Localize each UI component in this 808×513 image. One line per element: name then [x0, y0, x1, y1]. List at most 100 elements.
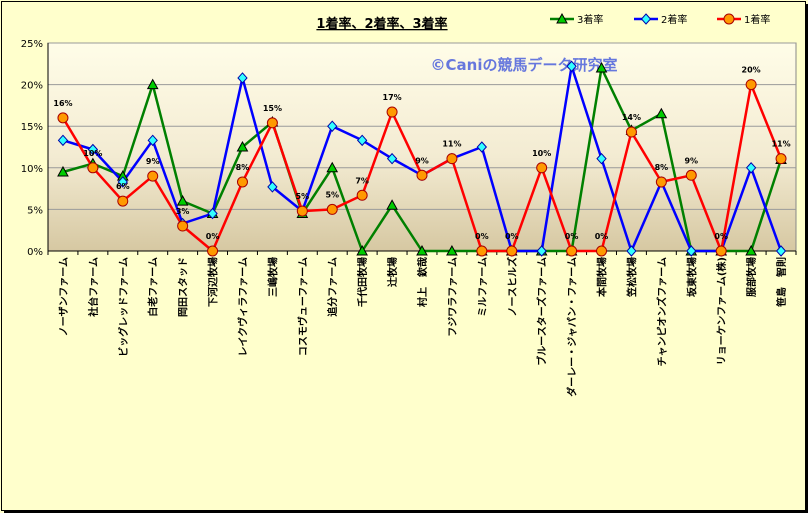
data-point — [117, 195, 129, 207]
plot-area — [47, 42, 797, 252]
legend-label: 2着率 — [661, 13, 687, 26]
data-point — [566, 245, 578, 257]
data-point — [596, 245, 608, 257]
data-point — [147, 170, 159, 182]
data-label: 7% — [355, 176, 369, 185]
data-point — [416, 169, 428, 181]
data-point — [476, 245, 488, 257]
data-point — [57, 134, 69, 147]
data-point — [327, 120, 338, 132]
data-point — [745, 244, 757, 256]
x-category-label: 笠松牧場 — [625, 257, 638, 298]
y-tick-label: 10% — [21, 164, 43, 175]
data-point — [266, 117, 278, 129]
x-category-label: フジワラファーム — [447, 257, 459, 337]
y-tick-label: 5% — [27, 205, 43, 216]
data-label: 11% — [771, 140, 790, 149]
y-tick-label: 25% — [21, 39, 43, 50]
data-point — [267, 181, 278, 193]
data-label: 9% — [415, 156, 429, 165]
data-point — [237, 72, 248, 84]
x-category-label: 村上 欽哉 — [416, 257, 429, 307]
data-point — [536, 245, 547, 257]
data-label: 8% — [655, 163, 669, 172]
data-label: 17% — [383, 93, 402, 102]
data-label: 0% — [475, 232, 489, 241]
x-category-label: 岡田スタッド — [178, 257, 190, 317]
data-label: 11% — [442, 140, 461, 149]
x-category-label: ブルースターズファーム — [536, 257, 549, 366]
data-point — [326, 203, 338, 215]
data-label: 9% — [146, 157, 160, 166]
x-category-label: ダーレー・ジャパン・ファーム — [566, 257, 579, 397]
data-label: 15% — [263, 104, 282, 113]
data-point — [177, 220, 189, 232]
legend-label: 1着率 — [744, 13, 770, 26]
data-label: 5% — [325, 190, 339, 199]
data-label: 0% — [505, 232, 519, 241]
data-label: 5% — [296, 192, 310, 201]
data-point — [506, 245, 518, 257]
x-category-label: 社台ファーム — [87, 257, 100, 318]
data-labels: 16% 10% 6% 9% 3% 0% 8% 15% 5% 5% 7% 17% 9% 11% 0% 0% 10%… — [53, 66, 790, 241]
data-point — [655, 176, 667, 188]
x-category-label: 白老ファーム — [147, 257, 160, 317]
y-tick-label: 15% — [21, 122, 43, 133]
x-category-label: 服部牧場 — [745, 257, 758, 297]
watermark: ©Caniの競馬データ研究室 — [431, 56, 618, 74]
grid — [48, 42, 796, 210]
x-category-label: ノースヒルズ — [506, 257, 519, 317]
legend-swatch-marker — [640, 13, 652, 25]
data-point — [775, 153, 787, 165]
data-point — [685, 169, 697, 181]
legend: 3着率 2着率 1着率 — [550, 12, 770, 26]
x-category-label: 三嶋牧場 — [266, 257, 279, 297]
data-point — [117, 176, 128, 188]
data-point — [446, 153, 458, 165]
y-tick-label: 0% — [27, 247, 43, 258]
data-label: 0% — [595, 232, 609, 241]
legend-label: 3着率 — [577, 13, 603, 26]
data-point — [207, 207, 218, 220]
legend-swatch-marker — [556, 12, 568, 24]
data-point — [356, 189, 368, 201]
data-point — [626, 245, 637, 257]
data-point — [625, 126, 637, 138]
data-point — [296, 205, 308, 217]
series-markers — [57, 60, 787, 257]
data-point — [87, 143, 99, 156]
x-category-label: 千代田牧場 — [356, 257, 369, 307]
chart-title: 1着率、2着率、3着率 — [316, 16, 447, 32]
data-point — [57, 112, 69, 124]
x-category-label: 下河辺牧場 — [207, 257, 220, 307]
data-point — [386, 152, 398, 165]
data-point — [566, 60, 577, 73]
x-category-label: 本間牧場 — [596, 257, 609, 297]
data-label: 0% — [565, 232, 579, 241]
legend-swatch-marker — [723, 13, 735, 25]
data-label: 8% — [236, 163, 250, 172]
data-point — [595, 61, 608, 73]
x-category-label: レイクヴィラファーム — [236, 257, 249, 357]
data-point — [356, 134, 368, 147]
data-point — [715, 245, 727, 257]
data-point — [655, 107, 668, 119]
x-category-label: 笹島 智則 — [775, 257, 788, 307]
x-category-label: 辻牧場 — [386, 257, 399, 287]
data-point — [745, 79, 757, 91]
x-category-label: ビッグレッドファーム — [117, 257, 130, 357]
x-category-label: ミルファーム — [477, 257, 489, 317]
data-point — [356, 244, 369, 256]
data-point — [207, 245, 219, 257]
data-point — [686, 245, 697, 257]
data-point — [476, 141, 488, 153]
data-point — [236, 140, 249, 152]
data-label: 0% — [714, 232, 728, 241]
data-label: 10% — [83, 149, 102, 158]
x-category-label: 坂東牧場 — [685, 257, 698, 297]
y-tick-label: 20% — [21, 81, 43, 92]
data-point — [326, 161, 339, 173]
data-label: 0% — [206, 232, 220, 241]
